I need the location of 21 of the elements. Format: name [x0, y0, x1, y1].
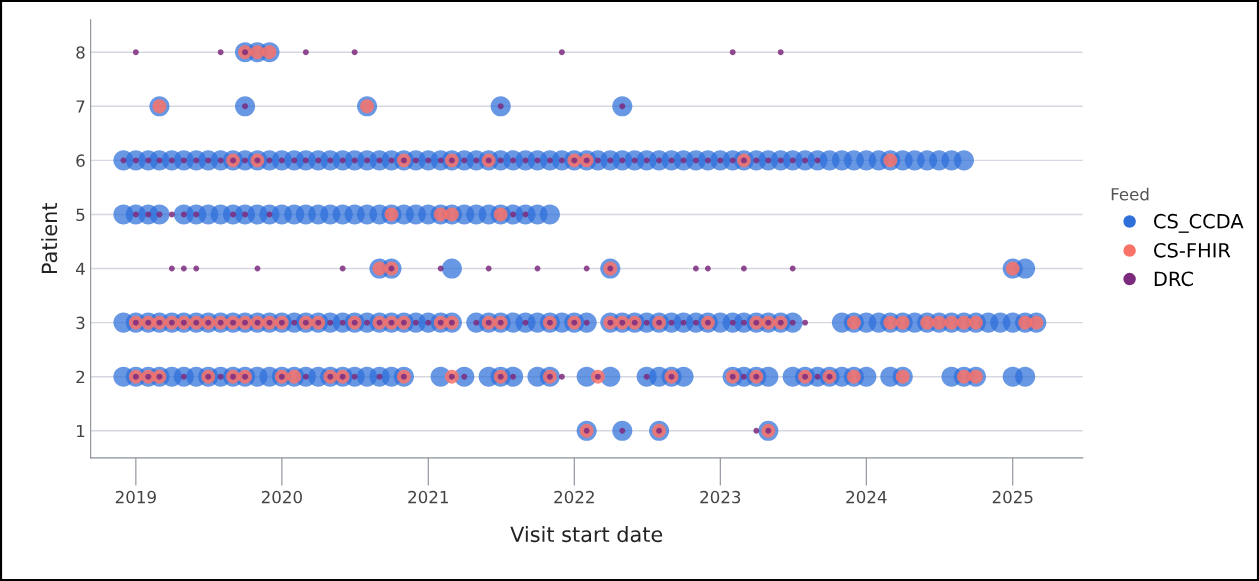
legend-label: CS-FHIR: [1154, 242, 1231, 258]
x-tick-label: 2021: [408, 490, 448, 504]
x-tick-label: 2019: [115, 490, 156, 504]
x-tick-label: 2020: [261, 490, 302, 504]
y-tick-label: 6: [76, 154, 85, 167]
x-tick-label: 2022: [554, 490, 594, 504]
legend-title: Feed: [1111, 187, 1149, 201]
x-tick-label: 2024: [846, 490, 887, 504]
legend-label: DRC: [1154, 271, 1193, 287]
y-tick-label: 4: [76, 262, 85, 275]
x-axis-title: Visit start date: [510, 526, 663, 543]
y-tick-label: 1: [77, 424, 85, 438]
y-tick-label: 8: [76, 46, 85, 59]
legend-label: CS_CCDA: [1154, 213, 1244, 233]
x-tick-label: 2025: [992, 490, 1033, 504]
y-tick-label: 2: [76, 370, 85, 384]
y-tick-label: 7: [76, 100, 85, 113]
y-axis-title: Patient: [41, 203, 58, 274]
y-tick-label: 3: [76, 316, 85, 330]
x-tick-label: 2023: [700, 490, 741, 504]
y-tick-label: 5: [76, 208, 85, 222]
